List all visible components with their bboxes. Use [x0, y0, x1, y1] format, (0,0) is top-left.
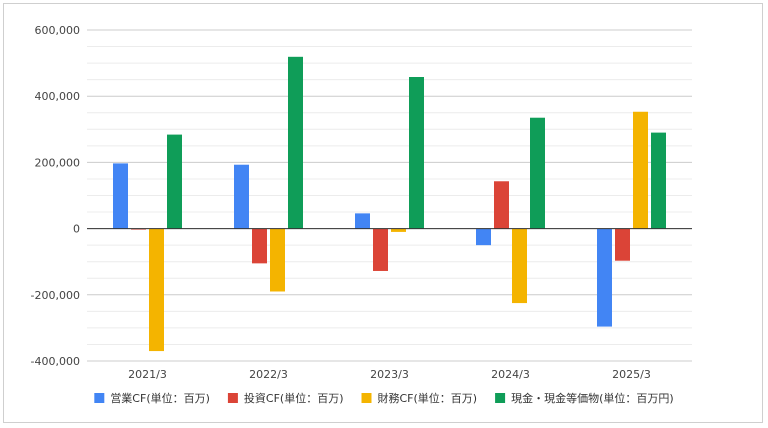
y-tick-label: 400,000: [35, 90, 81, 103]
bar: [615, 228, 630, 261]
bar: [512, 228, 527, 304]
bar: [530, 117, 545, 229]
bar: [633, 111, 648, 229]
x-tick-label: 2022/3: [249, 368, 288, 381]
bar: [252, 228, 267, 264]
bar: [476, 228, 491, 246]
bar: [234, 164, 249, 229]
bar: [355, 213, 370, 229]
y-tick-label: -200,000: [31, 289, 80, 302]
legend-label: 現金・現金等価物(単位：百万円): [511, 391, 674, 405]
x-axis-ticks: 2021/3 2022/3 2023/3 2024/3 2025/3: [128, 368, 651, 381]
legend-swatch: [94, 393, 105, 403]
legend-label: 財務CF(単位：百万): [378, 391, 478, 405]
y-tick-label: 0: [73, 223, 80, 236]
y-axis-ticks: 600,000 400,000 200,000 0 -200,000 -400,000: [31, 24, 80, 368]
legend: 営業CF(単位：百万) 投資CF(単位：百万) 財務CF(単位：百万) 現金・現金等価…: [94, 391, 674, 405]
y-tick-label: -400,000: [31, 355, 80, 368]
x-tick-label: 2024/3: [491, 368, 530, 381]
bar: [149, 228, 164, 352]
bar: [409, 77, 424, 229]
x-tick-label: 2023/3: [370, 368, 409, 381]
legend-label: 投資CF(単位：百万): [244, 391, 344, 405]
bar: [494, 181, 509, 229]
bar: [373, 228, 388, 271]
x-tick-label: 2021/3: [128, 368, 167, 381]
y-tick-label: 600,000: [35, 24, 81, 37]
bars: [113, 56, 666, 352]
legend-swatch: [227, 393, 238, 403]
bar: [270, 228, 285, 292]
bar: [167, 134, 182, 229]
y-tick-label: 200,000: [35, 156, 81, 169]
bar: [651, 132, 666, 229]
bar: [288, 56, 303, 229]
bar: [597, 228, 612, 327]
legend-swatch: [361, 393, 372, 403]
legend-label: 営業CF(単位：百万): [110, 391, 210, 405]
legend-swatch: [495, 393, 506, 403]
x-tick-label: 2025/3: [612, 368, 651, 381]
bar: [113, 163, 128, 229]
bar: [391, 228, 406, 232]
